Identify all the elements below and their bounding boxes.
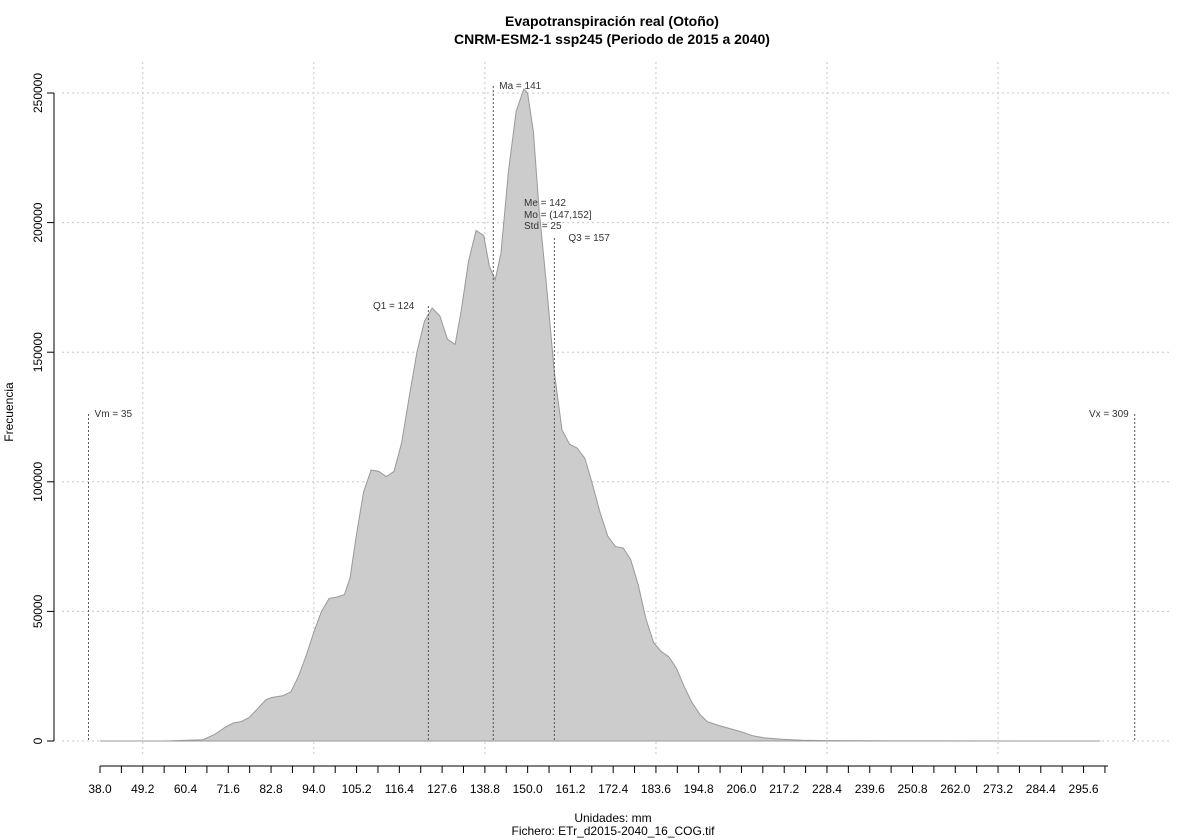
reference-label: Ma = 141 <box>499 81 541 92</box>
x-tick-label: 273.2 <box>983 782 1013 796</box>
stats-mode: Mo = (147,152] <box>524 210 592 221</box>
y-tick-label: 0 <box>31 737 45 744</box>
x-tick-label: 150.0 <box>513 782 543 796</box>
y-tick-label: 50000 <box>31 594 45 628</box>
reference-label: Q3 = 157 <box>568 233 610 244</box>
y-tick-label: 250000 <box>31 73 45 113</box>
x-axis: 38.0 49.2 60.4 71.6 82.8 94.0 105.2 116.4 127.6 1… <box>88 765 1108 796</box>
x-tick-label: 71.6 <box>217 782 241 796</box>
x-tick-label: 49.2 <box>131 782 155 796</box>
x-tick-label: 239.6 <box>855 782 885 796</box>
reference-label: Vx = 309 <box>1089 409 1129 420</box>
reference-label: Vm = 35 <box>95 409 133 420</box>
y-tick-label: 200000 <box>31 202 45 242</box>
density-area <box>100 88 1101 742</box>
x-tick-label: 116.4 <box>385 782 414 796</box>
stats-std: Std = 25 <box>524 221 562 232</box>
x-tick-label: 82.8 <box>259 782 283 796</box>
reference-lines: Vm = 35 Q1 = 124 Ma = 141 Q3 = 157 Vx = 309 <box>88 81 1136 741</box>
x-tick-label: 94.0 <box>302 782 326 796</box>
x-tick-label: 284.4 <box>1026 782 1056 796</box>
x-tick-label: 161.2 <box>555 782 585 796</box>
x-tick-label: 60.4 <box>174 782 198 796</box>
chart-title: Evapotranspiración real (Otoño) <box>505 13 719 29</box>
x-tick-label: 206.0 <box>726 782 756 796</box>
y-tick-label: 100000 <box>31 461 45 501</box>
x-tick-label: 250.8 <box>897 782 927 796</box>
x-tick-label: 105.2 <box>342 782 372 796</box>
y-axis: 0 50000 100000 150000 200000 250000 <box>31 73 55 744</box>
chart-subtitle: CNRM-ESM2-1 ssp245 (Periodo de 2015 a 20… <box>454 31 770 47</box>
x-tick-label: 194.8 <box>684 782 714 796</box>
x-tick-label: 172.4 <box>598 782 628 796</box>
stats-median: Me = 142 <box>524 198 566 209</box>
reference-label: Q1 = 124 <box>373 301 415 312</box>
x-tick-label: 138.8 <box>470 782 500 796</box>
x-tick-label: 262.0 <box>940 782 970 796</box>
x-axis-label: Unidades: mm <box>574 811 651 825</box>
x-tick-label: 38.0 <box>88 782 112 796</box>
x-tick-label: 295.6 <box>1069 782 1099 796</box>
y-axis-label: Frecuencia <box>2 382 16 442</box>
x-tick-label: 217.2 <box>769 782 799 796</box>
y-tick-label: 150000 <box>31 332 45 372</box>
x-tick-label: 127.6 <box>427 782 457 796</box>
file-caption: Fichero: ETr_d2015-2040_16_COG.tif <box>512 824 716 838</box>
x-tick-label: 183.6 <box>641 782 671 796</box>
x-tick-label: 228.4 <box>812 782 842 796</box>
density-polygon <box>100 88 1101 742</box>
